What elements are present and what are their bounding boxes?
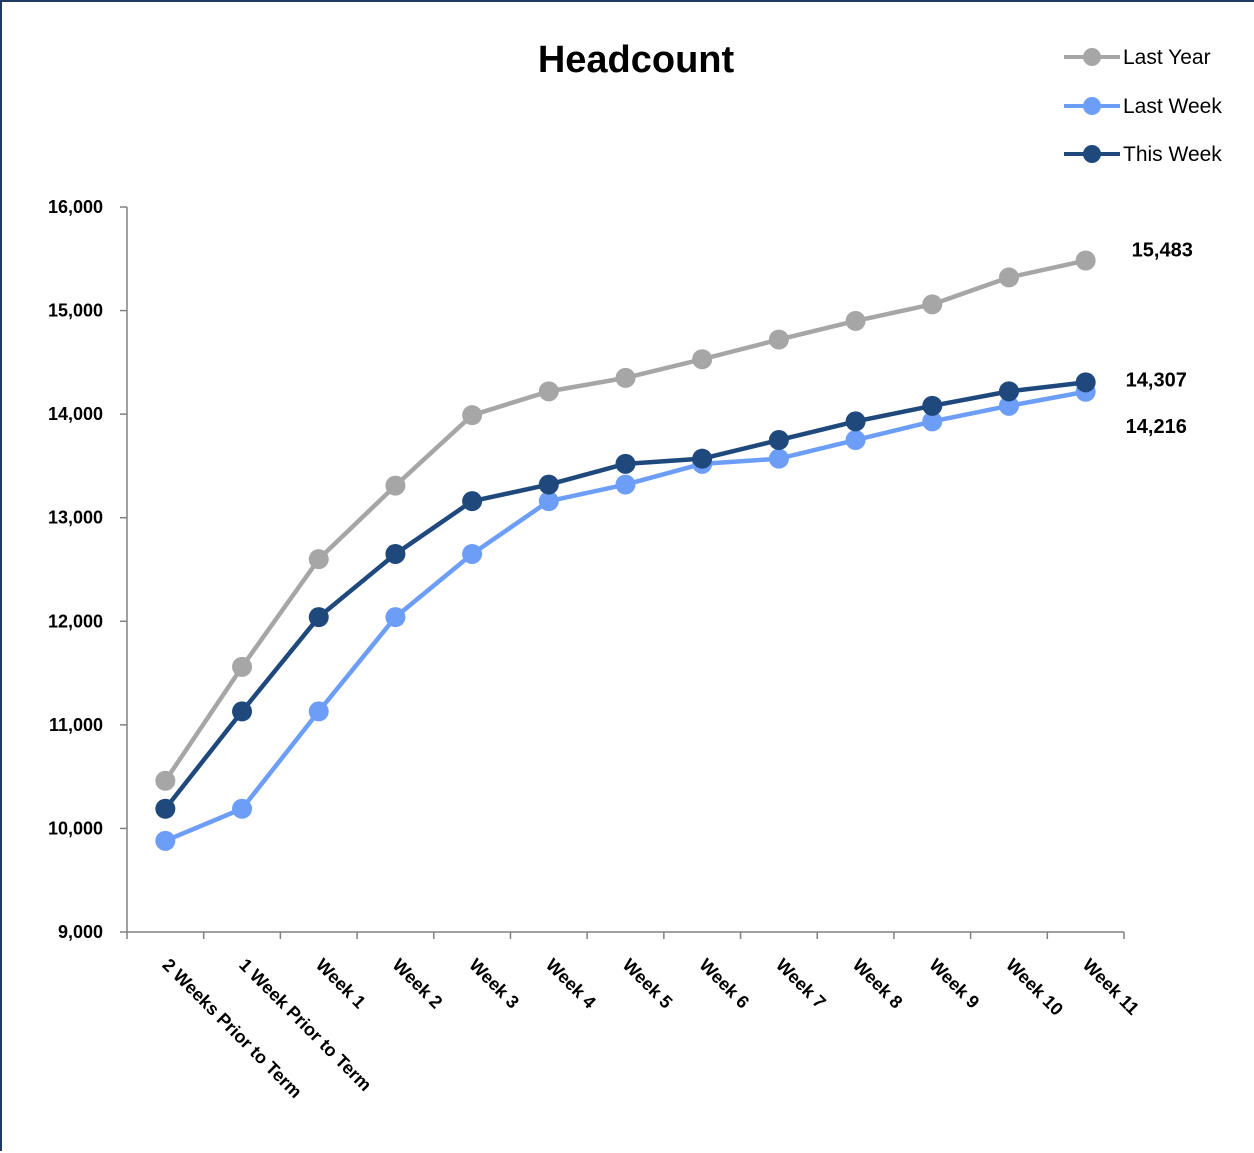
series-last-year	[155, 250, 1096, 791]
legend-swatch-marker	[1083, 97, 1101, 115]
x-tick-label: Week 11	[1079, 955, 1143, 1019]
x-tick-label: 1 Week Prior to Term	[235, 955, 375, 1095]
data-point	[155, 798, 176, 819]
x-tick-label: Week 1	[312, 955, 370, 1013]
x-tick-label: Week 8	[849, 955, 907, 1013]
legend-label: This Week	[1123, 143, 1222, 166]
data-point	[922, 294, 943, 315]
data-point	[615, 453, 636, 474]
legend: Last Year Last Week This Week	[1064, 46, 1222, 166]
x-tick-label: Week 4	[542, 955, 600, 1013]
data-point	[462, 543, 483, 564]
y-tick-label: 9,000	[58, 922, 103, 942]
data-point	[1075, 372, 1096, 393]
data-point	[385, 475, 406, 496]
x-tick-label: Week 3	[465, 955, 523, 1013]
data-point	[615, 474, 636, 495]
x-tick-label: Week 6	[695, 955, 753, 1013]
data-point	[1075, 250, 1096, 271]
series-line	[163, 380, 1086, 811]
data-point	[155, 830, 176, 851]
legend-swatch-marker	[1083, 145, 1101, 163]
data-point	[998, 395, 1019, 416]
end-value-label: 15,483	[1132, 240, 1193, 262]
y-tick-label: 14,000	[48, 404, 103, 424]
legend-label: Last Week	[1123, 95, 1222, 118]
end-value-label: 14,216	[1126, 416, 1187, 438]
chart-title: Headcount	[538, 39, 735, 81]
data-point	[155, 770, 176, 791]
data-point	[308, 607, 329, 628]
data-point	[845, 411, 866, 432]
x-tick-label: Week 9	[925, 955, 983, 1013]
legend-item-last-week: Last Week	[1064, 95, 1222, 118]
y-tick-label: 12,000	[48, 611, 103, 631]
data-point	[232, 656, 253, 677]
y-tick-label: 11,000	[49, 715, 103, 735]
axes: 9,000 10,000 11,000 12,000 13,000 14,000 15,00…	[48, 197, 1143, 1102]
data-point	[845, 430, 866, 451]
series-this-week	[155, 372, 1096, 819]
data-point	[998, 381, 1019, 402]
data-point	[615, 367, 636, 388]
y-tick-label: 16,000	[48, 197, 103, 217]
data-point	[922, 395, 943, 416]
y-tick-label: 15,000	[48, 301, 103, 321]
data-point	[768, 430, 789, 451]
x-tick-label: Week 2	[389, 955, 447, 1013]
data-point	[768, 448, 789, 469]
data-point	[385, 543, 406, 564]
legend-item-this-week: This Week	[1064, 143, 1222, 166]
end-value-label: 14,307	[1126, 369, 1187, 391]
y-tick-label: 10,000	[48, 818, 103, 838]
data-point	[692, 448, 713, 469]
data-point	[232, 701, 253, 722]
data-point	[538, 491, 559, 512]
data-point	[922, 411, 943, 432]
y-tick-label: 13,000	[48, 508, 103, 528]
data-point	[768, 329, 789, 350]
legend-label: Last Year	[1123, 46, 1211, 69]
data-point	[998, 267, 1019, 288]
data-point	[538, 381, 559, 402]
x-tick-label: Week 10	[1002, 955, 1067, 1020]
data-point	[385, 607, 406, 628]
x-tick-label: 2 Weeks Prior to Term	[159, 955, 306, 1102]
data-point	[462, 405, 483, 426]
data-point	[462, 491, 483, 512]
x-tick-label: Week 5	[619, 955, 677, 1013]
data-point	[538, 474, 559, 495]
data-point	[845, 310, 866, 331]
legend-item-last-year: Last Year	[1064, 46, 1211, 69]
data-point	[692, 349, 713, 370]
data-point	[308, 549, 329, 570]
end-labels: 15,483 14,216 14,307	[1126, 240, 1193, 438]
series-last-week	[155, 381, 1096, 851]
series-line	[163, 258, 1087, 783]
x-tick-label: Week 7	[772, 955, 830, 1013]
series-layer	[155, 250, 1096, 851]
legend-swatch-marker	[1083, 48, 1101, 66]
data-point	[308, 701, 329, 722]
data-point	[232, 798, 253, 819]
